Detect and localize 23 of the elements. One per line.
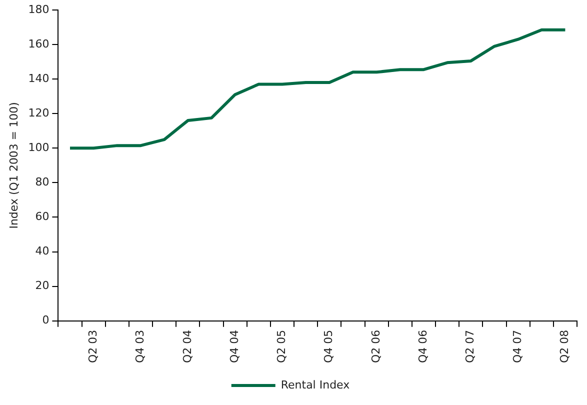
x-tick-label: Q4 05 bbox=[322, 330, 336, 364]
y-tick-label: 40 bbox=[35, 244, 50, 258]
x-tick-label: Q4 04 bbox=[228, 330, 241, 364]
legend-label: Rental Index bbox=[280, 378, 350, 392]
x-tick-label: Q4 03 bbox=[134, 330, 147, 364]
x-tick-label: Q2 03 bbox=[86, 330, 100, 364]
x-tick-label: Q2 04 bbox=[180, 330, 194, 364]
x-tick-label: Q4 06 bbox=[416, 330, 430, 364]
y-tick-label: 100 bbox=[28, 141, 50, 154]
y-tick-label: 140 bbox=[28, 72, 50, 85]
y-axis-title: Index (Q1 2003 = 100) bbox=[7, 102, 20, 229]
x-tick-label: Q2 08 bbox=[558, 330, 572, 364]
y-tick-label: 0 bbox=[42, 314, 50, 327]
x-tick-label: Q2 06 bbox=[369, 330, 382, 364]
y-tick-label: 20 bbox=[35, 279, 50, 292]
x-tick-label: Q2 07 bbox=[464, 330, 477, 364]
x-tick-label: Q4 07 bbox=[510, 330, 524, 364]
y-tick-label: 80 bbox=[35, 176, 50, 189]
y-tick-label: 160 bbox=[28, 37, 50, 50]
y-tick-label: 180 bbox=[28, 2, 50, 16]
y-tick-label: 60 bbox=[35, 210, 50, 224]
y-tick-label: 120 bbox=[28, 106, 50, 120]
x-tick-label: Q2 05 bbox=[275, 330, 288, 364]
